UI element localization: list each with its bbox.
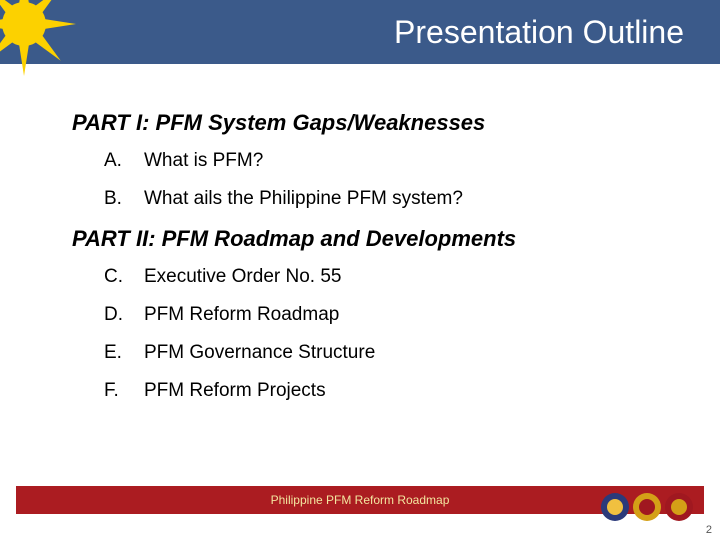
header-title: Presentation Outline (394, 14, 684, 51)
slide-number: 2 (706, 524, 712, 536)
agency-seal-icon (664, 492, 694, 522)
item-letter: E. (104, 342, 144, 364)
item-letter: B. (104, 188, 144, 210)
footer-text: Philippine PFM Reform Roadmap (271, 493, 450, 507)
item-text: What ails the Philippine PFM system? (144, 188, 463, 210)
outline-item: E. PFM Governance Structure (104, 342, 672, 364)
item-text: PFM Governance Structure (144, 342, 375, 364)
outline-item: F. PFM Reform Projects (104, 380, 672, 402)
item-letter: F. (104, 380, 144, 402)
item-letter: D. (104, 304, 144, 326)
outline-item: B. What ails the Philippine PFM system? (104, 188, 672, 210)
item-letter: C. (104, 266, 144, 288)
outline-item: D. PFM Reform Roadmap (104, 304, 672, 326)
item-text: What is PFM? (144, 150, 263, 172)
item-text: PFM Reform Projects (144, 380, 326, 402)
item-text: PFM Reform Roadmap (144, 304, 339, 326)
footer-logos (600, 492, 694, 522)
agency-seal-icon (600, 492, 630, 522)
header-bar: Presentation Outline (0, 0, 720, 64)
outline-item: A. What is PFM? (104, 150, 672, 172)
item-text: Executive Order No. 55 (144, 266, 341, 288)
outline-content: PART I: PFM System Gaps/Weaknesses A. Wh… (72, 100, 672, 418)
part-heading: PART II: PFM Roadmap and Developments (72, 226, 672, 252)
item-letter: A. (104, 150, 144, 172)
agency-seal-icon (632, 492, 662, 522)
part-heading: PART I: PFM System Gaps/Weaknesses (72, 110, 672, 136)
outline-item: C. Executive Order No. 55 (104, 266, 672, 288)
